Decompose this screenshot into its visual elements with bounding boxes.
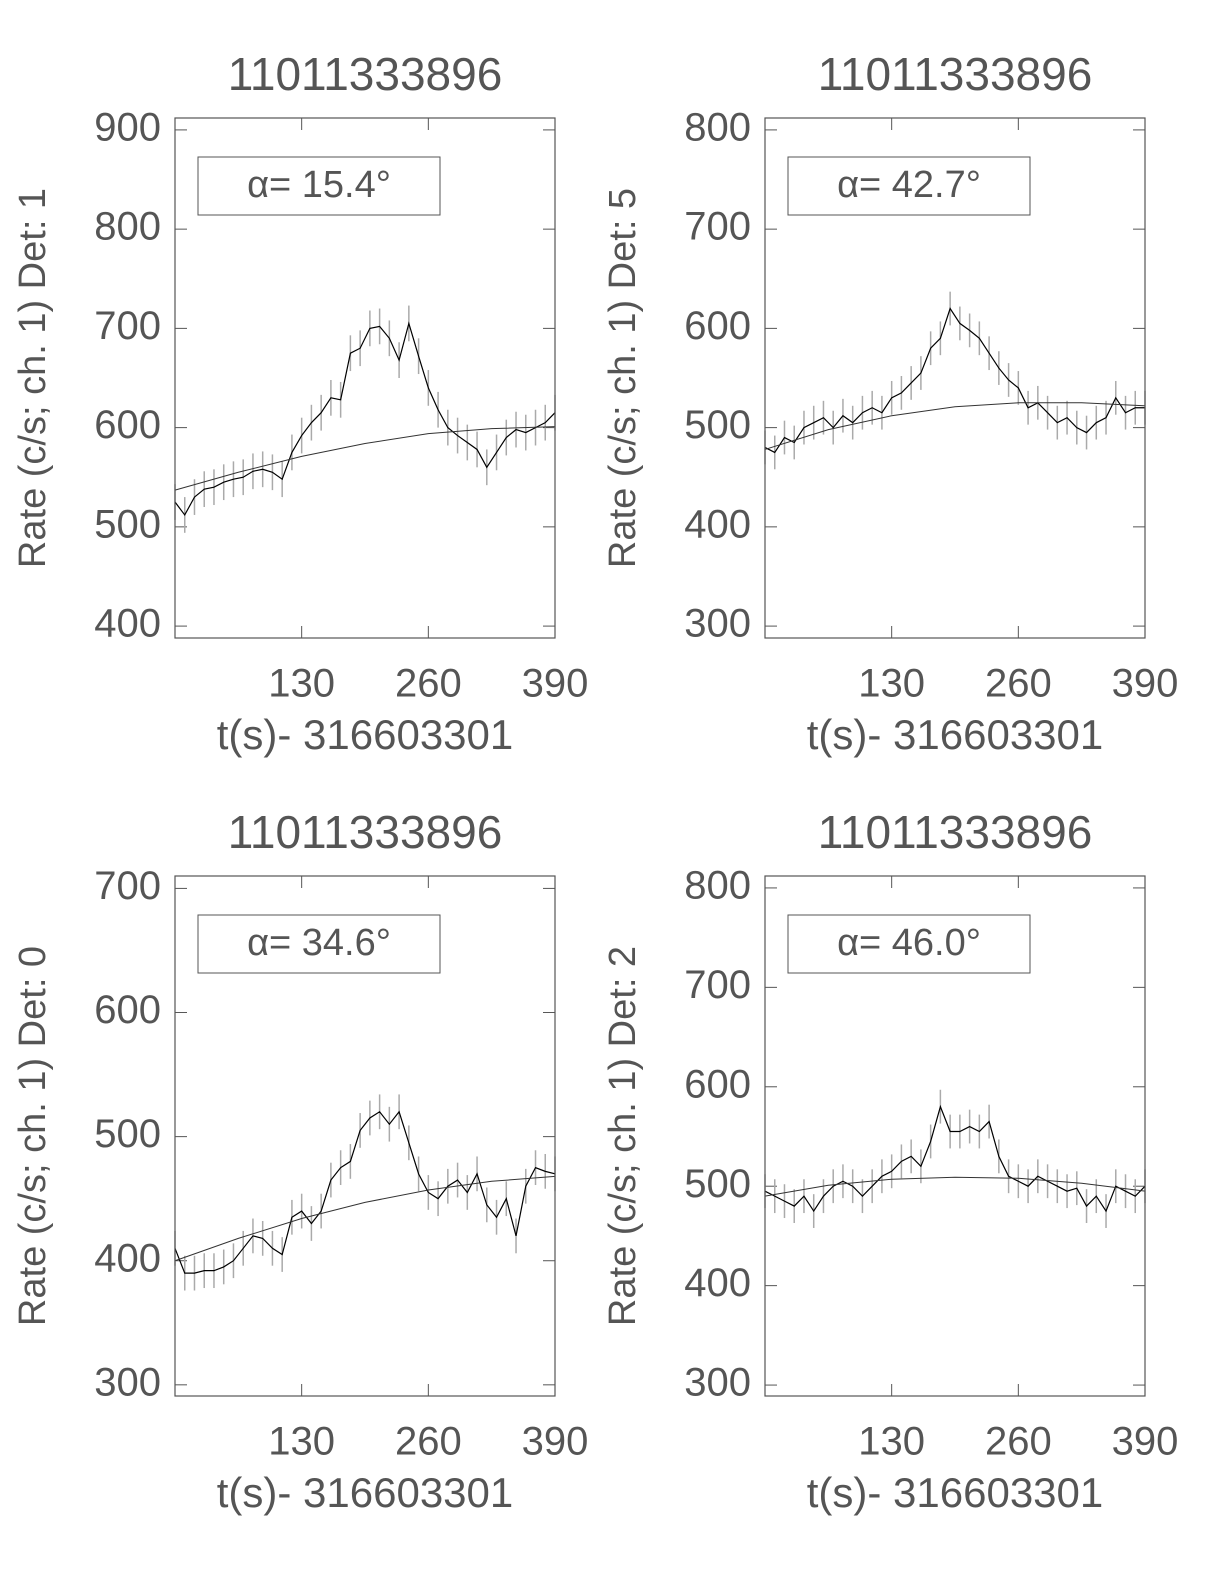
panel-title: 11011333896 <box>228 806 503 858</box>
panel-title: 11011333896 <box>228 48 503 100</box>
x-tick-label: 130 <box>858 662 925 706</box>
y-tick-label: 600 <box>684 304 751 348</box>
y-tick-label: 600 <box>94 403 161 447</box>
panel: 11011333896 t(s)- 316603301 Rate (c/s; ch.… <box>12 806 588 1516</box>
annotation-box <box>787 914 1031 974</box>
y-tick-label: 300 <box>94 1360 161 1404</box>
x-axis-label: t(s)- 316603301 <box>807 711 1104 758</box>
annotation-box <box>197 156 441 216</box>
y-axis-label: Rate (c/s; ch. 1) Det: 5 <box>602 188 644 568</box>
y-tick-label: 400 <box>94 602 161 646</box>
fit-line <box>764 402 1146 450</box>
annotation: α= 46.0° <box>837 922 981 964</box>
x-tick-label: 390 <box>1112 1420 1179 1464</box>
annotation: α= 15.4° <box>247 164 391 206</box>
y-tick-label: 700 <box>94 864 161 908</box>
plot-frame <box>764 875 1146 1397</box>
x-tick-label: 260 <box>395 1420 462 1464</box>
data-line <box>764 1104 1146 1213</box>
x-tick-label: 390 <box>1112 662 1179 706</box>
y-tick-label: 300 <box>684 1361 751 1405</box>
plot-frame <box>764 117 1146 639</box>
annotation-box <box>197 914 441 974</box>
y-tick-label: 900 <box>94 105 161 149</box>
y-tick-label: 800 <box>684 863 751 907</box>
y-tick-label: 500 <box>684 403 751 447</box>
plot-frame <box>174 117 556 639</box>
y-tick-label: 800 <box>94 205 161 249</box>
y-tick-label: 500 <box>684 1162 751 1206</box>
x-tick-label: 260 <box>395 662 462 706</box>
data-line <box>174 1110 556 1274</box>
x-tick-label: 130 <box>268 662 335 706</box>
panel: 11011333896 t(s)- 316603301 Rate (c/s; ch.… <box>12 48 588 758</box>
x-tick-label: 130 <box>268 1420 335 1464</box>
x-axis-label: t(s)- 316603301 <box>217 711 514 758</box>
fit-line <box>174 426 556 491</box>
data-line <box>764 307 1145 454</box>
y-tick-label: 700 <box>684 963 751 1007</box>
x-axis-label: t(s)- 316603301 <box>807 1469 1104 1516</box>
x-axis-label: t(s)- 316603301 <box>217 1469 514 1516</box>
y-tick-label: 400 <box>684 1261 751 1305</box>
panel-title: 11011333896 <box>818 48 1093 100</box>
y-tick-label: 600 <box>94 988 161 1032</box>
y-tick-label: 400 <box>684 502 751 546</box>
y-tick-label: 600 <box>684 1062 751 1106</box>
y-tick-label: 800 <box>684 105 751 149</box>
y-tick-label: 700 <box>684 205 751 249</box>
x-tick-label: 390 <box>522 1420 589 1464</box>
y-axis-label: Rate (c/s; ch. 1) Det: 1 <box>12 188 54 568</box>
fit-line <box>174 1175 556 1262</box>
y-axis-label: Rate (c/s; ch. 1) Det: 2 <box>602 946 644 1326</box>
annotation-box <box>787 156 1031 216</box>
data-line <box>174 321 556 517</box>
y-axis-label: Rate (c/s; ch. 1) Det: 0 <box>12 946 54 1326</box>
annotation: α= 42.7° <box>837 164 981 206</box>
panel: 11011333896 t(s)- 316603301 Rate (c/s; ch.… <box>602 48 1178 758</box>
y-tick-label: 400 <box>94 1236 161 1280</box>
y-tick-label: 700 <box>94 304 161 348</box>
x-tick-label: 130 <box>858 1420 925 1464</box>
y-tick-label: 500 <box>94 1112 161 1156</box>
y-tick-label: 300 <box>684 602 751 646</box>
panel: 11011333896 t(s)- 316603301 Rate (c/s; ch.… <box>602 806 1178 1516</box>
x-tick-label: 260 <box>985 1420 1052 1464</box>
plot-frame <box>174 875 556 1397</box>
annotation: α= 34.6° <box>247 922 391 964</box>
x-tick-label: 390 <box>522 662 589 706</box>
x-tick-label: 260 <box>985 662 1052 706</box>
y-tick-label: 500 <box>94 502 161 546</box>
fit-line <box>764 1176 1146 1197</box>
panel-title: 11011333896 <box>818 806 1093 858</box>
